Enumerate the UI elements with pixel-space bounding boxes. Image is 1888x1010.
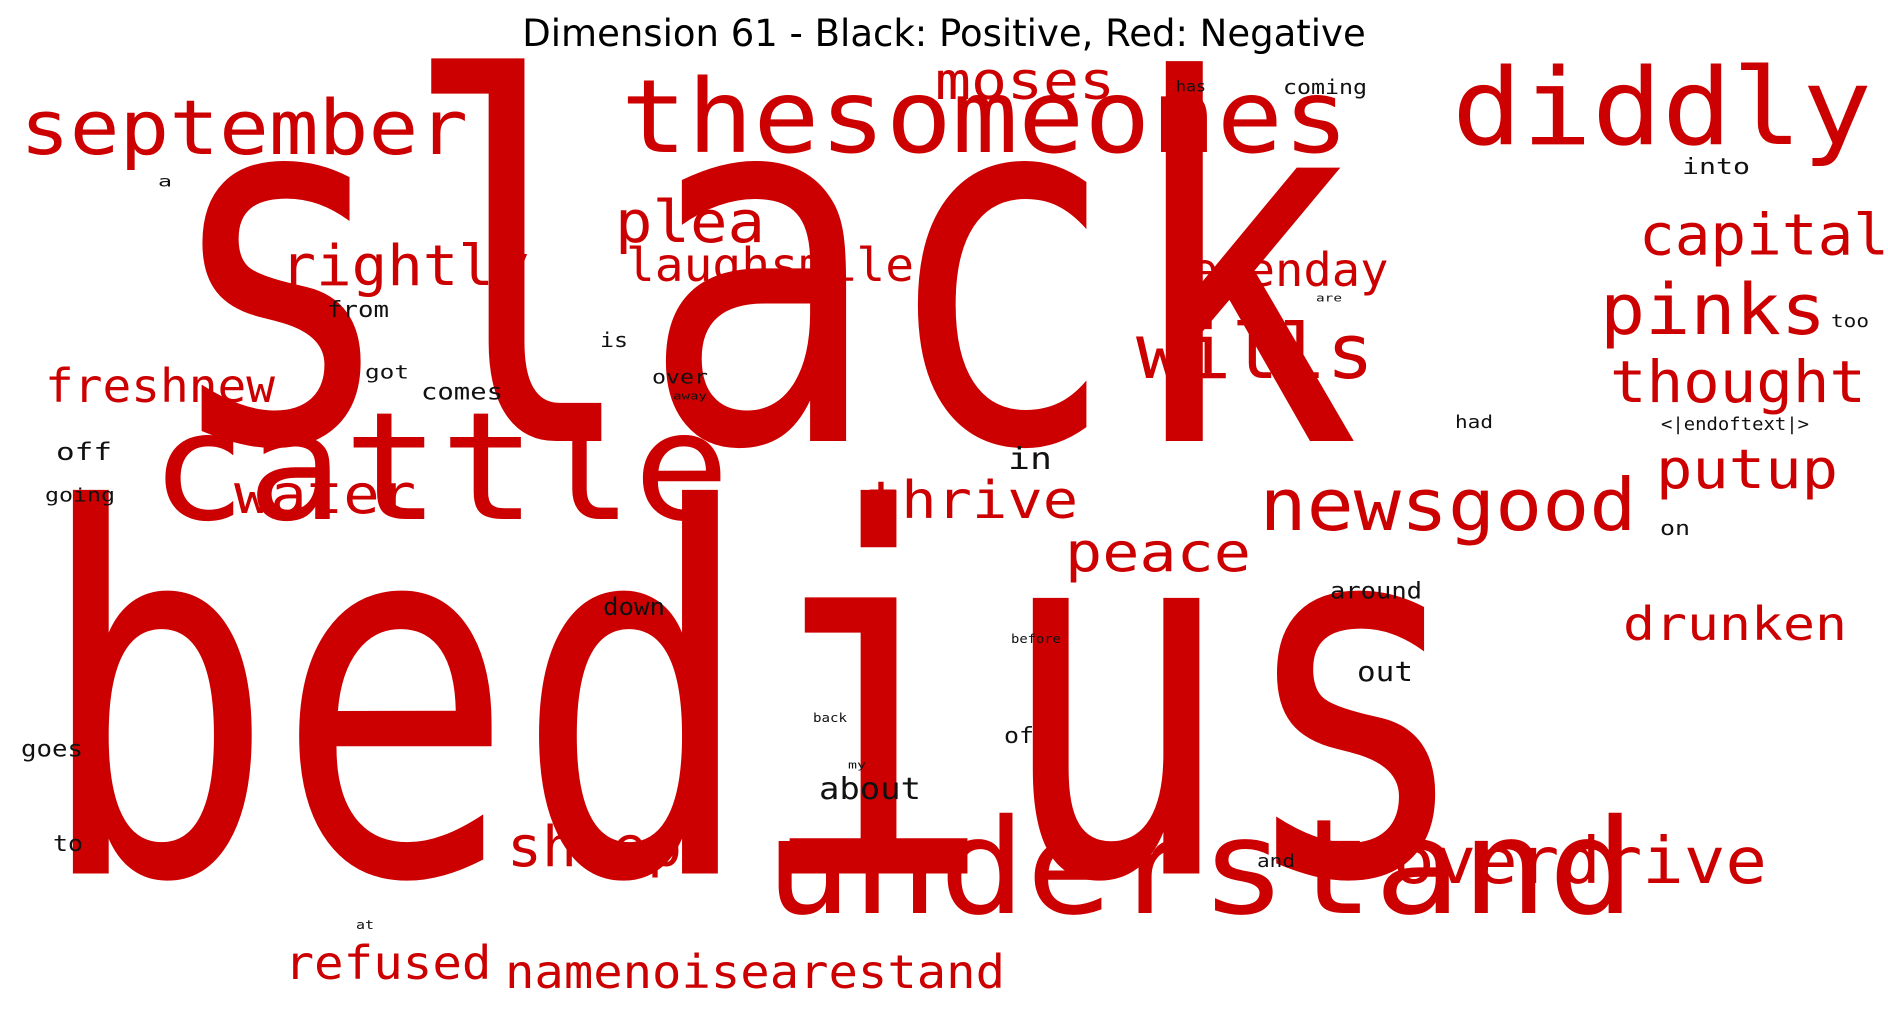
word-comes: comes <box>421 379 503 406</box>
word-freshnew: freshnew <box>45 359 275 413</box>
word-wills: wills <box>1136 307 1374 396</box>
word-thrive: thrive <box>865 471 1079 531</box>
word-september: september <box>19 83 469 172</box>
word-diddly: diddly <box>1451 46 1873 169</box>
word-had: had <box>1454 412 1494 433</box>
word-down: down <box>602 593 666 621</box>
word-too: too <box>1830 311 1870 332</box>
word-over: over <box>651 366 709 389</box>
word-are: are <box>1316 291 1342 305</box>
word-to: to <box>53 832 83 857</box>
word-sevenday: sevenday <box>1161 243 1389 297</box>
word-is: is <box>600 328 628 352</box>
word-on: on <box>1660 516 1690 540</box>
word-of: of <box>1004 724 1034 749</box>
word-and: and <box>1256 851 1296 872</box>
word-water: water <box>233 463 417 526</box>
word-around: around <box>1330 578 1422 605</box>
word-laughsmile: laughsmile <box>625 238 915 292</box>
word-thesomeones: thesomeones <box>620 58 1350 177</box>
word-bedius: bedius <box>35 405 1475 994</box>
word-overdrive: overdrive <box>1393 825 1767 899</box>
word-about: about <box>819 772 921 807</box>
word-off: off <box>55 438 113 466</box>
word-back: back <box>813 711 847 725</box>
word-plea: plea <box>614 188 766 256</box>
word-into: into <box>1682 155 1750 180</box>
word-slack: slack <box>160 0 1360 559</box>
word-got: got <box>364 361 410 384</box>
word-out: out <box>1357 655 1413 688</box>
word-rightly: rightly <box>280 234 530 299</box>
word-understand: understand <box>764 791 1636 945</box>
word-thought: thought <box>1610 348 1866 416</box>
word-newsgood: newsgood <box>1259 463 1637 547</box>
word-coming: coming <box>1282 75 1368 99</box>
word-refused: refused <box>284 936 492 990</box>
word-goes: goes <box>21 736 83 763</box>
word-moses: moses <box>934 52 1116 112</box>
word-pinks: pinks <box>1599 269 1827 351</box>
word-from: from <box>327 298 389 323</box>
word-cattle: cattle <box>150 381 730 555</box>
word-at: at <box>356 918 374 932</box>
word-before: before <box>1011 632 1061 646</box>
word-putup: putup <box>1655 438 1839 501</box>
word-away: away <box>673 389 707 403</box>
word-going: going <box>44 484 116 507</box>
word-capital: capital <box>1638 202 1888 269</box>
word-in: in <box>1007 442 1053 477</box>
word-my: my <box>848 758 866 772</box>
page-title: Dimension 61 - Black: Positive, Red: Neg… <box>522 12 1366 55</box>
word-namenoisearestand: namenoisearestand <box>504 945 1006 999</box>
word-has: has <box>1176 77 1206 96</box>
word-a: a <box>158 172 172 191</box>
word-drunken: drunken <box>1623 597 1847 651</box>
word-sheeps: sheeps <box>507 815 717 880</box>
word-peace: peace <box>1065 521 1251 584</box>
word-endoftext: <|endoftext|> <box>1661 414 1809 435</box>
